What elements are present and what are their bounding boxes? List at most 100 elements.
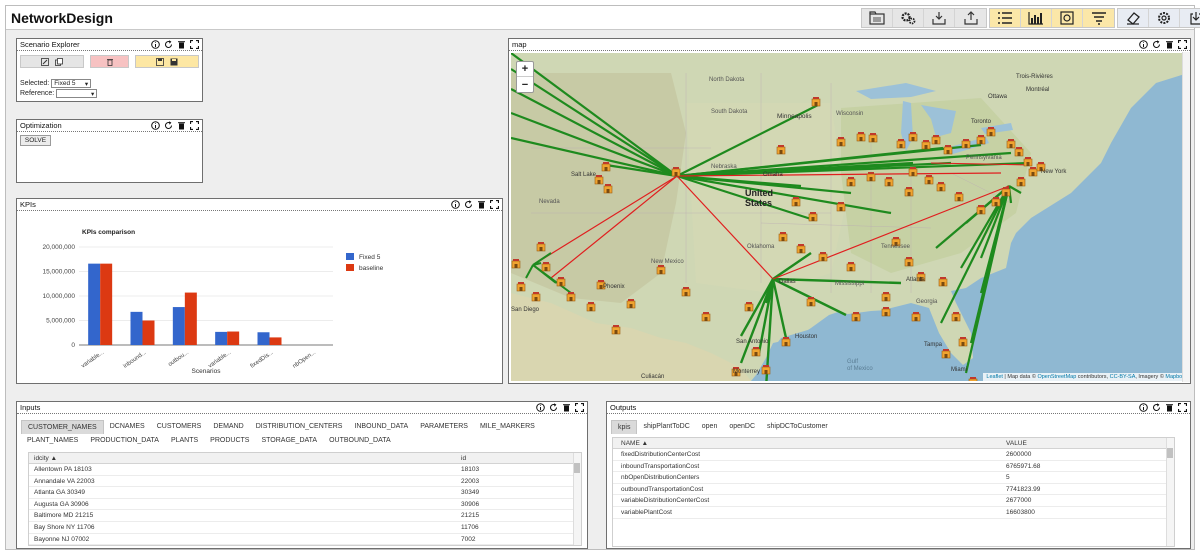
outputs-column-header[interactable]: NAME ▲ <box>621 440 649 447</box>
outputs-row[interactable]: inboundTransportationCost 6765971.68 <box>613 461 1174 473</box>
facility-marker[interactable] <box>541 262 551 272</box>
inputs-tab-parameters[interactable]: PARAMETERS <box>420 423 468 430</box>
facility-marker[interactable] <box>781 337 791 347</box>
facility-marker[interactable] <box>1036 162 1046 172</box>
inputs-tab-distribution-centers[interactable]: DISTRIBUTION_CENTERS <box>255 423 343 430</box>
facility-marker[interactable] <box>603 184 613 194</box>
gears-button[interactable] <box>893 9 924 27</box>
facility-marker[interactable] <box>958 337 968 347</box>
bar-fixed-5[interactable] <box>88 263 101 345</box>
osm-link[interactable]: OpenStreetMap <box>1037 374 1077 380</box>
copy-icon[interactable] <box>55 57 63 66</box>
inputs-row[interactable]: Bay Shore NY 11706 11706 <box>29 522 581 534</box>
refresh-icon[interactable] <box>164 121 173 130</box>
inputs-tab-production-data[interactable]: PRODUCTION_DATA <box>90 437 159 444</box>
facility-marker[interactable] <box>938 277 948 287</box>
inputs-column-header[interactable]: id <box>461 455 467 462</box>
facility-marker[interactable] <box>531 292 541 302</box>
facility-marker[interactable] <box>866 172 876 182</box>
inputs-tab-storage-data[interactable]: STORAGE_DATA <box>261 437 318 444</box>
facility-marker[interactable] <box>931 135 941 145</box>
reference-scenario-select[interactable]: ▾ <box>56 89 98 98</box>
facility-marker[interactable] <box>1001 187 1011 197</box>
outputs-tab-shipdctocustomer[interactable]: shipDCToCustomer <box>767 423 828 430</box>
facility-marker[interactable] <box>941 349 951 359</box>
info-icon[interactable] <box>1139 403 1148 412</box>
facility-marker[interactable] <box>556 277 566 287</box>
facility-marker[interactable] <box>954 192 964 202</box>
delete-icon[interactable] <box>106 58 114 66</box>
trash-icon[interactable] <box>177 121 186 130</box>
inputs-row[interactable]: Allentown PA 18103 18103 <box>29 464 581 476</box>
outputs-tab-shipplanttodc[interactable]: shipPlantToDC <box>643 423 690 430</box>
facility-marker[interactable] <box>904 187 914 197</box>
facility-marker[interactable] <box>761 365 771 375</box>
facility-marker[interactable] <box>856 132 866 142</box>
inputs-tab-plants[interactable]: PLANTS <box>170 437 199 444</box>
map-canvas[interactable]: United States Minneapolis Omaha Salt Lake Dal… <box>511 53 1188 381</box>
facility-marker[interactable] <box>1016 177 1026 187</box>
bar-baseline[interactable] <box>269 337 282 345</box>
facility-marker[interactable] <box>778 232 788 242</box>
facility-marker[interactable] <box>796 244 806 254</box>
info-icon[interactable] <box>536 403 545 412</box>
facility-marker[interactable] <box>884 177 894 187</box>
inputs-row[interactable]: Augusta GA 30906 30906 <box>29 499 581 511</box>
map-scrollbar[interactable] <box>1182 52 1190 382</box>
facility-marker[interactable] <box>936 182 946 192</box>
expand-icon[interactable] <box>490 200 499 209</box>
solve-button[interactable]: SOLVE <box>20 135 51 146</box>
facility-marker[interactable] <box>976 205 986 215</box>
inputs-scrollbar[interactable] <box>573 453 581 545</box>
refresh-icon[interactable] <box>1152 403 1161 412</box>
inputs-tab-products[interactable]: PRODUCTS <box>210 437 250 444</box>
info-icon[interactable] <box>151 121 160 130</box>
outputs-tab-kpis[interactable]: kpis <box>611 420 638 434</box>
logout-button[interactable] <box>1180 9 1200 27</box>
info-icon[interactable] <box>151 40 160 49</box>
facility-marker[interactable] <box>891 237 901 247</box>
facility-marker[interactable] <box>916 272 926 282</box>
zoom-out-button[interactable]: − <box>521 78 529 91</box>
trash-icon[interactable] <box>1165 403 1174 412</box>
facility-marker[interactable] <box>1028 167 1038 177</box>
facility-marker[interactable] <box>1014 147 1024 157</box>
bar-fixed-5[interactable] <box>130 311 143 345</box>
trash-icon[interactable] <box>562 403 571 412</box>
facility-marker[interactable] <box>904 257 914 267</box>
inputs-row[interactable]: Atlanta GA 30349 30349 <box>29 487 581 499</box>
facility-marker[interactable] <box>776 145 786 155</box>
outputs-scroll-thumb[interactable] <box>1167 448 1173 458</box>
outputs-column-header[interactable]: VALUE <box>1006 440 1027 447</box>
inputs-tab-inbound-data[interactable]: INBOUND_DATA <box>354 423 409 430</box>
inputs-row[interactable]: Annandale VA 22003 22003 <box>29 476 581 488</box>
facility-marker[interactable] <box>1006 139 1016 149</box>
facility-marker[interactable] <box>516 282 526 292</box>
settings-button[interactable] <box>1149 9 1180 27</box>
facility-marker[interactable] <box>908 167 918 177</box>
facility-marker[interactable] <box>601 162 611 172</box>
edit-icon[interactable] <box>41 57 49 66</box>
facility-marker[interactable] <box>791 197 801 207</box>
report-button[interactable] <box>1052 9 1083 27</box>
export-button[interactable] <box>955 9 986 27</box>
bar-fixed-5[interactable] <box>215 331 228 345</box>
facility-marker[interactable] <box>731 367 741 377</box>
facility-marker[interactable] <box>626 299 636 309</box>
filter-button[interactable] <box>1083 9 1114 27</box>
outputs-tab-opendc[interactable]: openDC <box>729 423 756 430</box>
expand-icon[interactable] <box>190 121 199 130</box>
facility-marker[interactable] <box>671 167 681 177</box>
refresh-icon[interactable] <box>464 200 473 209</box>
facility-marker[interactable] <box>991 197 1001 207</box>
facility-marker[interactable] <box>566 292 576 302</box>
facility-marker[interactable] <box>961 139 971 149</box>
bar-fixed-5[interactable] <box>257 332 270 345</box>
refresh-icon[interactable] <box>1152 40 1161 49</box>
facility-marker[interactable] <box>751 347 761 357</box>
trash-icon[interactable] <box>477 200 486 209</box>
facility-marker[interactable] <box>868 133 878 143</box>
inputs-column-header[interactable]: idcity ▲ <box>34 455 58 462</box>
facility-marker[interactable] <box>611 325 621 335</box>
inputs-row[interactable]: Bayonne NJ 07002 7002 <box>29 534 581 545</box>
